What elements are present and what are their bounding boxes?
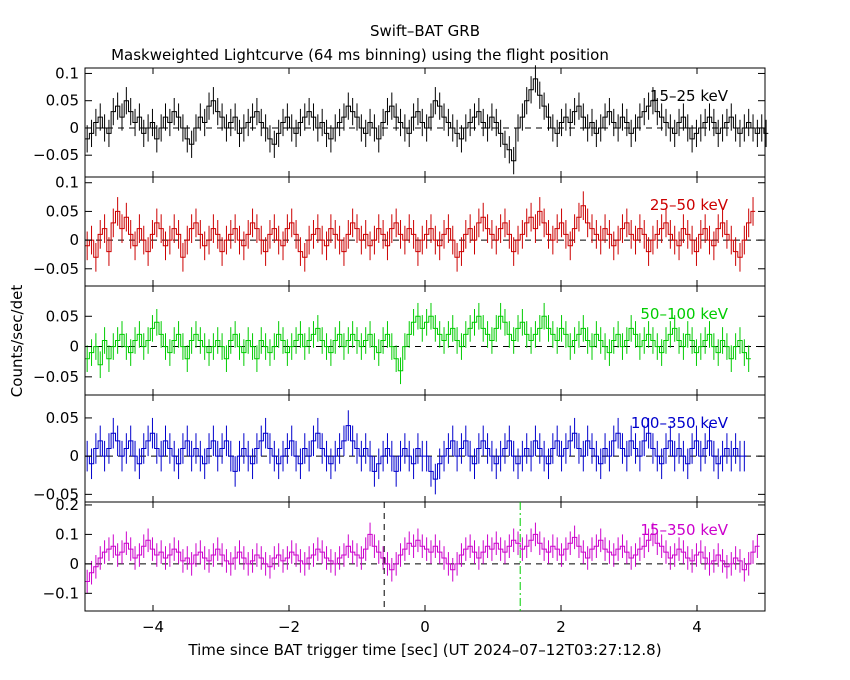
y-tick-label: 0.05	[46, 92, 79, 110]
y-tick-label: −0.1	[43, 584, 79, 602]
y-tick-label: 0	[69, 338, 79, 356]
panel-2: −0.05 0 0.05 50–100 keV	[33, 285, 766, 396]
band-label: 50–100 keV	[640, 305, 728, 323]
band-label: 15–25 keV	[650, 87, 729, 105]
y-tick-label: 0.1	[55, 525, 79, 543]
band-label: 15–350 keV	[640, 521, 728, 539]
series-line	[85, 205, 756, 258]
y-tick-label: 0.05	[46, 307, 79, 325]
chart-title: Swift–BAT GRB	[370, 22, 480, 40]
panel-frame	[84, 285, 766, 396]
panels-group: −0.05 0 0.05 0.1 15–25 keV −0.05 0 0.05 0.1 25–50…	[33, 64, 769, 636]
y-tick-label: 0	[69, 447, 79, 465]
y-tick-label: 0.1	[55, 174, 79, 192]
chart-subtitle: Maskweighted Lightcurve (64 ms binning) …	[111, 46, 609, 64]
y-tick-label: 0	[69, 555, 79, 573]
y-tick-label: 0.2	[55, 496, 79, 514]
y-tick-label: −0.05	[33, 146, 79, 164]
panel-frame	[84, 501, 766, 612]
band-label: 100–350 keV	[631, 414, 729, 432]
x-axis-label: Time since BAT trigger time [sec] (UT 20…	[187, 641, 661, 659]
y-tick-label: 0	[69, 231, 79, 249]
band-label: 25–50 keV	[650, 196, 729, 214]
panel-0: −0.05 0 0.05 0.1 15–25 keV	[33, 64, 769, 178]
series-line	[85, 425, 747, 480]
panel-4: −0.1 0 0.1 0.2 15–350 keV	[43, 496, 766, 612]
y-tick-label: −0.05	[33, 485, 79, 503]
x-tick-label: 0	[420, 618, 430, 636]
y-tick-label: 0	[69, 119, 79, 137]
y-axis-label: Counts/sec/det	[8, 285, 26, 398]
y-tick-label: 0.05	[46, 409, 79, 427]
x-tick-label: −4	[142, 618, 164, 636]
y-tick-label: 0.05	[46, 202, 79, 220]
x-tick-label: −2	[278, 618, 300, 636]
panel-1: −0.05 0 0.05 0.1 25–50 keV	[33, 174, 766, 287]
y-tick-label: −0.05	[33, 260, 79, 278]
y-tick-label: 0.1	[55, 64, 79, 82]
x-tick-label: 2	[556, 618, 566, 636]
x-tick-label: 4	[692, 618, 702, 636]
y-tick-label: −0.05	[33, 368, 79, 386]
panel-3: −0.05 0 0.05 100–350 keV	[33, 394, 766, 503]
